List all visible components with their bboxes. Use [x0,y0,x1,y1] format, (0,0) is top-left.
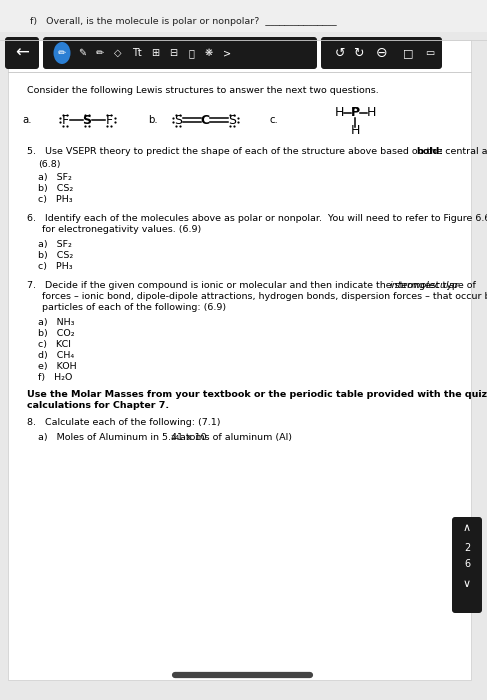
Text: ∨: ∨ [463,579,471,589]
Text: e)   KOH: e) KOH [38,362,76,371]
Text: F: F [61,113,69,127]
Text: ▭: ▭ [425,48,434,58]
FancyBboxPatch shape [321,37,442,69]
Text: 2: 2 [464,543,470,553]
Text: particles of each of the following: (6.9): particles of each of the following: (6.9… [27,303,226,312]
Text: Tt: Tt [132,48,142,58]
Text: F: F [106,113,112,127]
Text: ◇: ◇ [114,48,122,58]
Text: ❋: ❋ [205,48,213,58]
Text: ✎: ✎ [78,48,86,58]
Text: a)   SF₂: a) SF₂ [38,173,72,182]
FancyBboxPatch shape [43,37,317,69]
Text: 24: 24 [170,435,180,440]
Text: (6.8): (6.8) [38,160,60,169]
Text: forces – ionic bond, dipole-dipole attractions, hydrogen bonds, dispersion force: forces – ionic bond, dipole-dipole attra… [27,292,487,301]
Text: □: □ [403,48,413,58]
Text: b)   CS₂: b) CS₂ [38,184,73,193]
FancyBboxPatch shape [0,0,487,32]
Text: Use the Molar Masses from your textbook or the periodic table provided with the : Use the Molar Masses from your textbook … [27,390,487,399]
Text: S: S [174,113,182,127]
Text: a)   Moles of Aluminum in 5.41 x 10: a) Moles of Aluminum in 5.41 x 10 [38,433,206,442]
Text: for electronegativity values. (6.9): for electronegativity values. (6.9) [27,225,201,234]
Text: b)   CO₂: b) CO₂ [38,329,75,338]
Text: c)   PH₃: c) PH₃ [38,195,73,204]
Text: calculations for Chapter 7.: calculations for Chapter 7. [27,401,169,410]
Text: ↻: ↻ [353,46,363,60]
Text: H: H [366,106,375,120]
Text: H: H [350,125,360,137]
Text: bold:: bold: [416,147,443,156]
Text: C: C [201,113,209,127]
Text: ✏: ✏ [58,48,66,58]
Text: S: S [228,113,236,127]
Text: 8.   Calculate each of the following: (7.1): 8. Calculate each of the following: (7.1… [27,418,221,427]
Text: ←: ← [15,44,29,62]
FancyBboxPatch shape [8,40,471,680]
Text: a)   SF₂: a) SF₂ [38,240,72,249]
FancyBboxPatch shape [5,37,39,69]
Text: atoms of aluminum (Al): atoms of aluminum (Al) [177,433,292,442]
Ellipse shape [54,42,71,64]
Text: 6.   Identify each of the molecules above as polar or nonpolar.  You will need t: 6. Identify each of the molecules above … [27,214,487,223]
Text: f)   Overall, is the molecule is polar or nonpolar?  _______________: f) Overall, is the molecule is polar or … [30,17,337,25]
Text: 6: 6 [464,559,470,569]
Text: c)   PH₃: c) PH₃ [38,262,73,271]
Text: a)   NH₃: a) NH₃ [38,318,75,327]
Text: b.: b. [148,115,158,125]
Text: 5.   Use VSEPR theory to predict the shape of each of the structure above based : 5. Use VSEPR theory to predict the shape… [27,147,487,156]
Text: a.: a. [22,115,32,125]
Text: H: H [334,106,344,120]
Text: >: > [223,48,231,58]
Text: ∧: ∧ [463,523,471,533]
Text: 🎤: 🎤 [188,48,194,58]
Text: ⊖: ⊖ [376,46,388,60]
Text: Consider the following Lewis structures to answer the next two questions.: Consider the following Lewis structures … [27,86,379,95]
Text: S: S [82,113,92,127]
Text: b)   CS₂: b) CS₂ [38,251,73,260]
FancyBboxPatch shape [452,517,482,613]
Text: intermolecular: intermolecular [390,281,459,290]
Text: c)   KCl: c) KCl [38,340,71,349]
Text: ↺: ↺ [335,46,345,60]
Text: f)   H₂O: f) H₂O [38,373,73,382]
Text: ⊟: ⊟ [169,48,177,58]
Text: c.: c. [270,115,279,125]
Text: 7.   Decide if the given compound is ionic or molecular and then indicate the st: 7. Decide if the given compound is ionic… [27,281,479,290]
Text: ✏: ✏ [96,48,104,58]
Text: d)   CH₄: d) CH₄ [38,351,74,360]
Text: P: P [351,106,359,120]
Text: ⊞: ⊞ [151,48,159,58]
